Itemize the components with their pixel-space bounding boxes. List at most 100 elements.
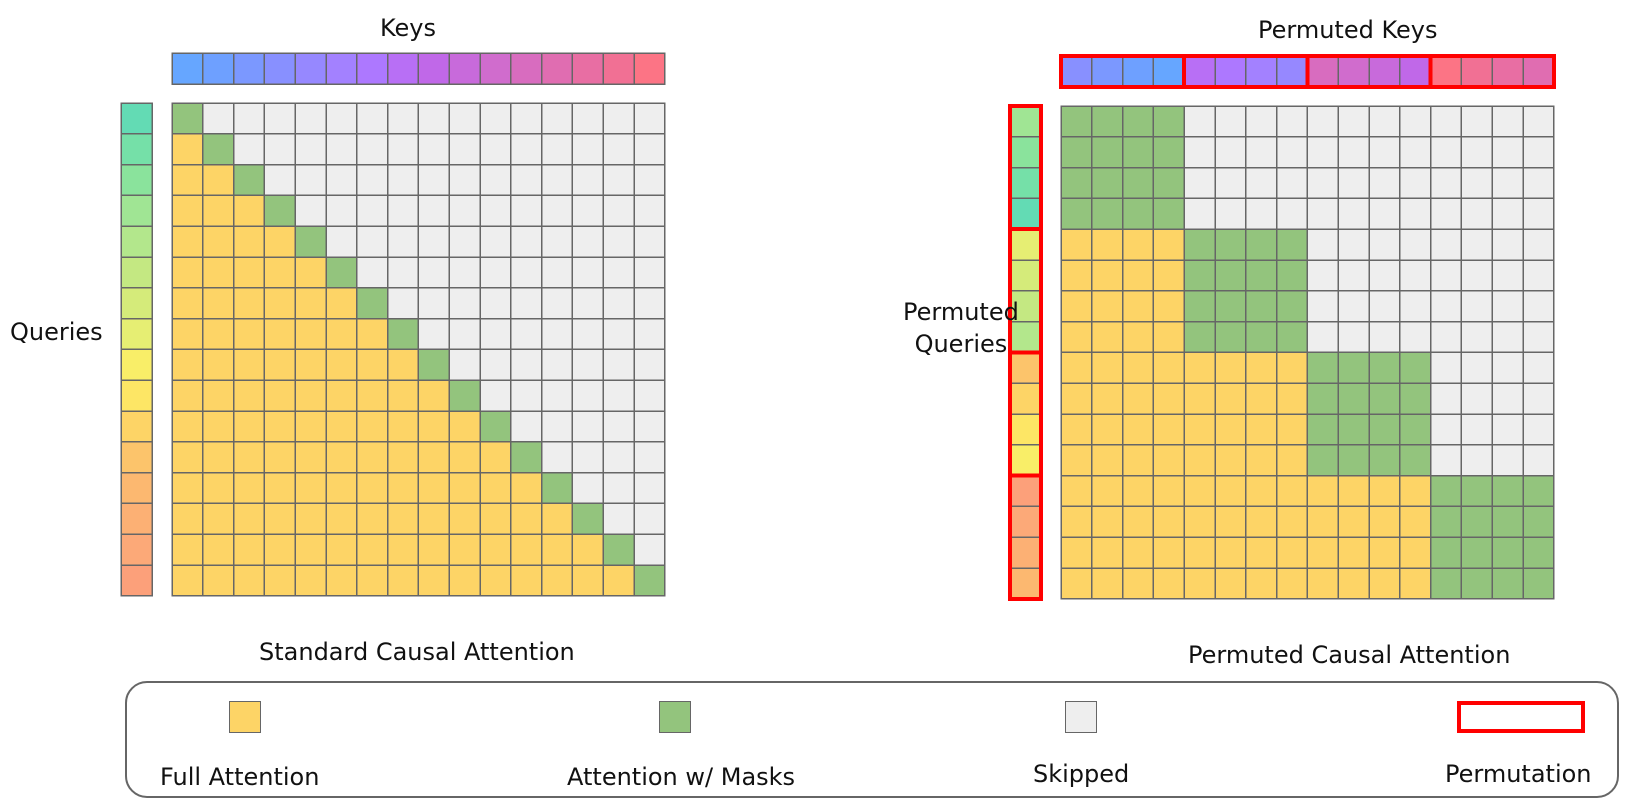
cell-full-attention	[1368, 536, 1401, 569]
cell-skipped	[232, 133, 266, 166]
cell-full-attention	[1245, 444, 1278, 477]
cell-full-attention	[1275, 413, 1309, 446]
cell-full-attention	[263, 287, 296, 320]
cell-skipped	[1214, 136, 1247, 169]
cell-full-attention	[510, 502, 543, 535]
cell-skipped	[479, 102, 512, 135]
legend-box	[125, 681, 1619, 798]
cell-skipped	[1399, 197, 1432, 230]
cell-skipped	[510, 256, 543, 289]
cell-skipped	[1522, 136, 1555, 169]
cell-skipped	[448, 225, 481, 258]
cell-skipped	[602, 379, 635, 412]
cell-masked-attention	[1060, 105, 1093, 138]
cell-full-attention	[171, 317, 204, 351]
cell-full-attention	[417, 564, 450, 597]
cell-skipped	[633, 471, 666, 505]
cell-skipped	[571, 194, 604, 227]
cell-skipped	[571, 163, 604, 197]
cell-full-attention	[1214, 505, 1247, 538]
cell-full-attention	[1183, 536, 1216, 569]
cell-skipped	[325, 102, 358, 135]
cell-masked-attention	[1399, 444, 1432, 477]
cell-masked-attention	[1460, 505, 1493, 538]
cell-full-attention	[294, 441, 327, 474]
cell-skipped	[1306, 228, 1339, 261]
cell-full-attention	[1183, 351, 1216, 384]
cell-skipped	[571, 441, 604, 474]
permuted-query-token	[1009, 474, 1042, 508]
cell-full-attention	[1337, 505, 1370, 538]
cell-full-attention	[1121, 320, 1155, 354]
cell-skipped	[1306, 320, 1339, 354]
cell-masked-attention	[1306, 351, 1339, 384]
cell-skipped	[448, 102, 481, 135]
cell-skipped	[1429, 259, 1463, 292]
cell-skipped	[1368, 259, 1401, 292]
cell-skipped	[1399, 320, 1432, 354]
cell-full-attention	[448, 533, 481, 566]
cell-full-attention	[202, 564, 235, 597]
cell-masked-attention	[1091, 197, 1124, 230]
cell-skipped	[633, 317, 666, 351]
cell-full-attention	[232, 379, 266, 412]
cell-full-attention	[325, 317, 358, 351]
cell-skipped	[1306, 166, 1339, 200]
cell-skipped	[602, 225, 635, 258]
cell-full-attention	[540, 533, 574, 566]
cell-masked-attention	[417, 348, 450, 381]
permuted-query-token	[1009, 136, 1042, 169]
cell-full-attention	[1275, 474, 1309, 508]
legend-masks-label: Attention w/ Masks	[567, 763, 796, 791]
cell-full-attention	[263, 348, 296, 381]
cell-skipped	[571, 256, 604, 289]
cell-full-attention	[294, 502, 327, 535]
cell-full-attention	[479, 471, 512, 505]
cell-masked-attention	[1152, 197, 1185, 230]
cell-skipped	[1522, 105, 1555, 138]
cell-full-attention	[1121, 444, 1155, 477]
cell-full-attention	[1275, 382, 1309, 415]
cell-masked-attention	[1091, 166, 1124, 200]
cell-full-attention	[1245, 567, 1278, 600]
cell-skipped	[633, 102, 666, 135]
cell-masked-attention	[1368, 444, 1401, 477]
cell-full-attention	[1060, 474, 1093, 508]
cell-skipped	[417, 102, 450, 135]
key-token	[356, 52, 389, 85]
cell-skipped	[1368, 320, 1401, 354]
cell-full-attention	[510, 533, 543, 566]
cell-full-attention	[1060, 444, 1093, 477]
cell-full-attention	[232, 256, 266, 289]
cell-masked-attention	[1275, 290, 1309, 323]
cell-masked-attention	[1368, 382, 1401, 415]
cell-skipped	[602, 441, 635, 474]
cell-skipped	[1429, 413, 1463, 446]
cell-masked-attention	[1460, 474, 1493, 508]
cell-full-attention	[294, 379, 327, 412]
keys-title: Keys	[380, 14, 437, 42]
cell-skipped	[510, 287, 543, 320]
cell-full-attention	[540, 502, 574, 535]
cell-full-attention	[1121, 228, 1155, 261]
cell-full-attention	[202, 194, 235, 227]
cell-full-attention	[1306, 474, 1339, 508]
cell-skipped	[232, 102, 266, 135]
cell-skipped	[479, 225, 512, 258]
cell-skipped	[1337, 197, 1370, 230]
cell-full-attention	[1368, 474, 1401, 508]
cell-masked-attention	[1245, 228, 1278, 261]
cell-masked-attention	[1245, 290, 1278, 323]
cell-full-attention	[1245, 505, 1278, 538]
permuted-query-token	[1009, 105, 1042, 138]
cell-skipped	[602, 256, 635, 289]
cell-masked-attention	[1491, 567, 1524, 600]
cell-full-attention	[386, 564, 420, 597]
cell-skipped	[1460, 444, 1493, 477]
permuted-keys-title: Permuted Keys	[1258, 16, 1438, 44]
cell-skipped	[202, 102, 235, 135]
cell-skipped	[356, 225, 389, 258]
cell-skipped	[356, 256, 389, 289]
cell-full-attention	[232, 533, 266, 566]
legend-skipped-label: Skipped	[1033, 760, 1130, 788]
